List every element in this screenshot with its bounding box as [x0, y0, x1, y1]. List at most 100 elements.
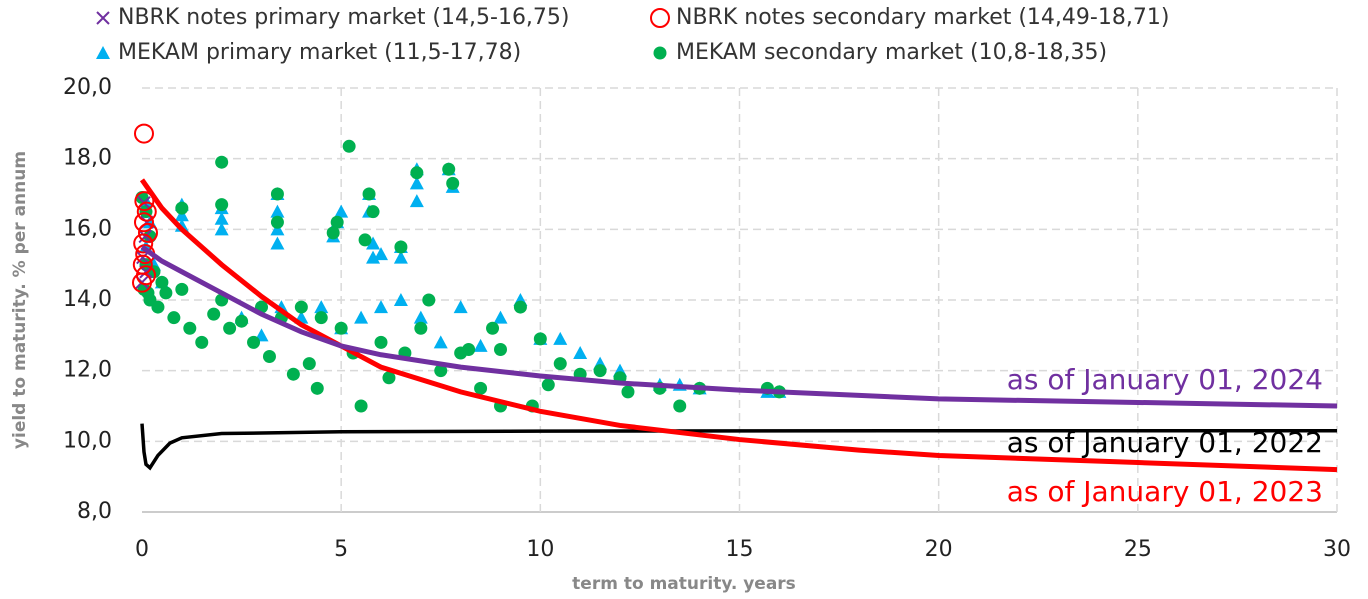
point [433, 335, 448, 349]
y-tick-label: 14,0 [63, 287, 112, 312]
point [493, 310, 508, 324]
point [326, 226, 340, 240]
point [138, 229, 152, 244]
point [434, 364, 448, 378]
y-tick-label: 8,0 [77, 499, 112, 524]
point [409, 176, 424, 190]
point [310, 381, 324, 395]
point [334, 204, 349, 218]
point [453, 300, 468, 314]
legend-label: MEKAM secondary market (10,8-18,35) [676, 40, 1107, 65]
curve-label: as of January 01, 2023 [1007, 475, 1323, 508]
point [393, 250, 408, 264]
point [136, 201, 157, 222]
curve-label: as of January 01, 2022 [1007, 426, 1323, 459]
point [513, 300, 527, 314]
point [151, 300, 165, 314]
y-tick-label: 20,0 [63, 75, 112, 100]
point [247, 335, 261, 349]
point [358, 233, 372, 247]
curve [140, 244, 1338, 409]
point [314, 300, 329, 314]
point [175, 201, 189, 215]
point [414, 321, 428, 335]
point [354, 310, 369, 324]
point [215, 155, 229, 169]
point [422, 293, 436, 307]
legend-label: NBRK notes primary market (14,5-16,75) [118, 5, 570, 30]
point [155, 275, 169, 289]
point [135, 265, 156, 286]
point [553, 357, 567, 371]
point [270, 215, 284, 229]
point [541, 378, 555, 392]
point [133, 233, 154, 254]
point [342, 139, 356, 153]
x-tick-label: 5 [334, 537, 348, 562]
point [374, 335, 388, 349]
legend-marker [96, 11, 110, 25]
point [270, 204, 285, 218]
point [174, 208, 189, 222]
point [486, 321, 500, 335]
point [410, 166, 424, 180]
point [374, 300, 388, 314]
legend-label: NBRK notes secondary market (14,49-18,71… [676, 5, 1169, 30]
point [354, 399, 368, 413]
point [446, 176, 460, 190]
point [494, 342, 507, 356]
point [409, 194, 424, 208]
legend-marker [650, 8, 670, 28]
point [262, 350, 276, 364]
legend-marker [96, 46, 110, 59]
x-tick-label: 30 [1323, 537, 1351, 562]
point [314, 311, 328, 325]
point [183, 321, 197, 335]
point [214, 211, 229, 225]
point [302, 357, 316, 371]
point [330, 215, 344, 229]
point [533, 332, 547, 346]
point [286, 367, 300, 381]
point [362, 187, 376, 201]
point [215, 198, 229, 212]
x-tick-label: 15 [726, 537, 754, 562]
point [573, 346, 588, 359]
point [366, 250, 381, 264]
point [442, 162, 456, 176]
point [334, 321, 348, 335]
legend-label: MEKAM primary market (11,5-17,78) [118, 40, 521, 65]
point [223, 321, 237, 335]
y-tick-label: 12,0 [63, 358, 112, 383]
point [195, 335, 209, 349]
point [159, 286, 173, 300]
point [382, 371, 396, 385]
point-series [138, 162, 787, 398]
point [133, 123, 154, 144]
point-series [135, 139, 786, 413]
x-tick-label: 25 [1124, 537, 1152, 562]
x-tick-label: 10 [526, 537, 554, 562]
point [214, 222, 229, 236]
curve-label: as of January 01, 2024 [1007, 363, 1323, 396]
point [374, 247, 388, 261]
point [394, 240, 408, 254]
point [270, 187, 284, 201]
point [621, 385, 635, 399]
point-series [132, 123, 158, 293]
x-tick-label: 0 [135, 537, 149, 562]
point [673, 399, 687, 413]
point [175, 282, 189, 296]
point [235, 314, 249, 328]
point [393, 293, 408, 306]
legend-marker [653, 46, 667, 60]
x-tick-label: 20 [925, 537, 953, 562]
point [270, 222, 285, 236]
point [473, 338, 488, 352]
y-axis-title: yield to maturity. % per annum [10, 151, 30, 449]
point [593, 364, 607, 378]
point [462, 342, 476, 356]
point [294, 300, 308, 314]
y-tick-label: 18,0 [63, 146, 112, 171]
